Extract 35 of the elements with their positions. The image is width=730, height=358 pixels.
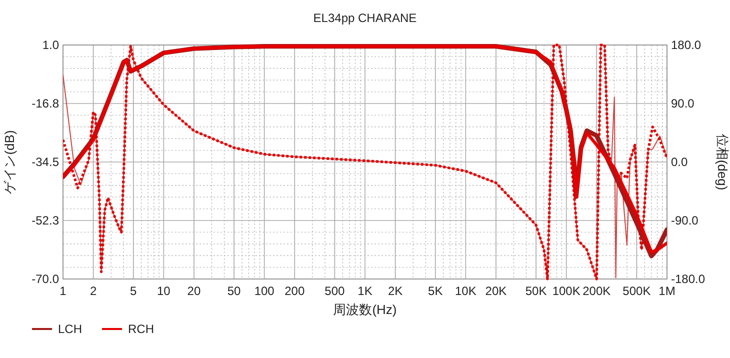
x-tick-label: 10 (156, 284, 171, 298)
x-tick-label: 20K (485, 284, 507, 298)
x-tick-label: 50 (227, 284, 242, 298)
y-tick-label: -34.5 (32, 155, 60, 169)
x-tick-label: 20 (187, 284, 201, 298)
x-tick-label: 50K (525, 284, 547, 298)
chart-title: EL34pp CHARANE (313, 11, 417, 25)
x-tick-label: 500 (324, 284, 346, 298)
legend-label: RCH (128, 322, 154, 336)
y-tick-label: -70.0 (32, 272, 60, 286)
x-tick-label: 5 (130, 284, 138, 298)
x-tick-label: 200K (582, 284, 611, 298)
x-tick-label: 200 (284, 284, 305, 298)
y2-tick-label: -90.0 (671, 214, 699, 228)
x-tick-label: 1M (658, 284, 676, 298)
y2-tick-label: 180.0 (671, 38, 702, 52)
y2-axis-title: 位相(deg) (715, 134, 730, 190)
legend-label: LCH (58, 322, 82, 336)
x-tick-label: 500K (622, 284, 651, 298)
y2-tick-label: 90.0 (671, 96, 695, 110)
y-tick-label: -16.8 (32, 96, 60, 110)
x-tick-label: 100K (552, 284, 580, 298)
x-axis-title: 周波数(Hz) (333, 302, 397, 317)
y-axis-title: ゲイン(dB) (2, 130, 17, 194)
x-tick-label: 2 (90, 284, 97, 298)
x-tick-label: 5K (428, 284, 443, 298)
y-tick-label: 1.0 (42, 38, 60, 52)
y2-tick-label: 0.0 (671, 155, 688, 169)
y-tick-label: -52.3 (32, 214, 60, 228)
x-tick-label: 1K (358, 284, 372, 298)
y2-tick-label: -180.0 (671, 272, 706, 286)
x-tick-label: 1 (60, 284, 67, 298)
x-tick-label: 100 (254, 284, 275, 298)
x-tick-label: 2K (388, 284, 403, 298)
x-tick-label: 10K (454, 284, 476, 298)
